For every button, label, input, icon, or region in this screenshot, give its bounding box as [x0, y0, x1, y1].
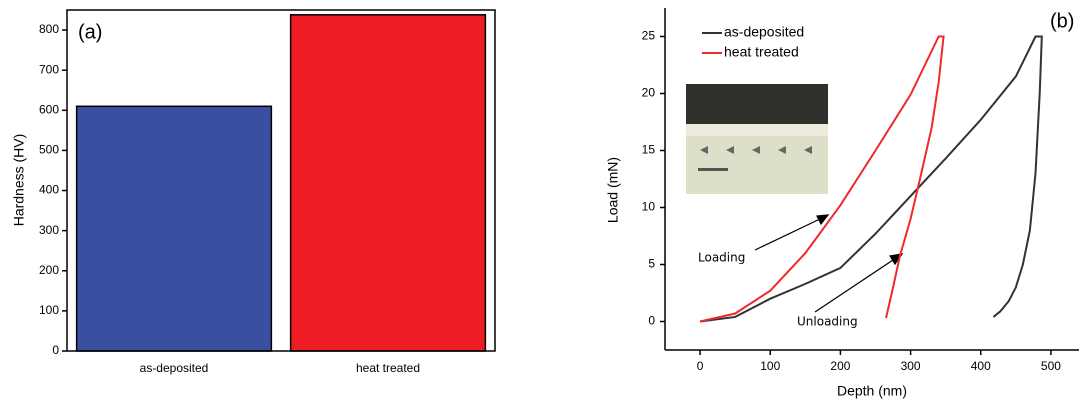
legend-label: heat treated — [724, 44, 799, 60]
x-tick-label: 0 — [697, 359, 704, 373]
y-tick-label: 600 — [39, 102, 59, 116]
x-tick-label: 500 — [1041, 359, 1061, 373]
y-axis-label: Hardness (HV) — [11, 134, 27, 227]
panel-label: (a) — [78, 21, 102, 43]
y-tick-label: 700 — [39, 62, 59, 76]
inset-photo — [686, 84, 828, 194]
plot-frame — [66, 9, 496, 352]
y-tick-label: 300 — [39, 223, 59, 237]
x-tick-label: as-deposited — [140, 361, 209, 375]
y-tick-label: 15 — [642, 143, 656, 157]
line-series — [699, 35, 945, 323]
panel-label: (b) — [1050, 10, 1074, 32]
x-axis-label: Depth (nm) — [837, 383, 907, 399]
x-tick-label: 400 — [971, 359, 991, 373]
annotation: Loading — [698, 251, 745, 265]
y-tick-label: 25 — [642, 29, 656, 43]
y-tick-label: 200 — [39, 263, 59, 277]
annotation: Unloading — [797, 315, 858, 329]
bar — [75, 105, 273, 352]
y-axis-label: Load (mN) — [605, 157, 621, 223]
x-tick-label: heat treated — [356, 361, 420, 375]
arrows — [754, 214, 904, 313]
y-tick-label: 10 — [642, 200, 656, 214]
x-tick-label: 100 — [760, 359, 780, 373]
y-tick-label: 20 — [642, 86, 656, 100]
bar — [289, 14, 487, 352]
y-tick-label: 100 — [39, 303, 59, 317]
legend-label: as-deposited — [724, 24, 804, 40]
y-tick-label: 400 — [39, 183, 59, 197]
y-tick-label: 0 — [648, 314, 655, 328]
y-tick-label: 0 — [52, 343, 59, 357]
line-series — [699, 35, 1043, 323]
y-tick-label: 800 — [39, 22, 59, 36]
y-tick-label: 500 — [39, 143, 59, 157]
x-tick-label: 200 — [830, 359, 850, 373]
x-tick-label: 300 — [901, 359, 921, 373]
y-tick-label: 5 — [648, 257, 655, 271]
